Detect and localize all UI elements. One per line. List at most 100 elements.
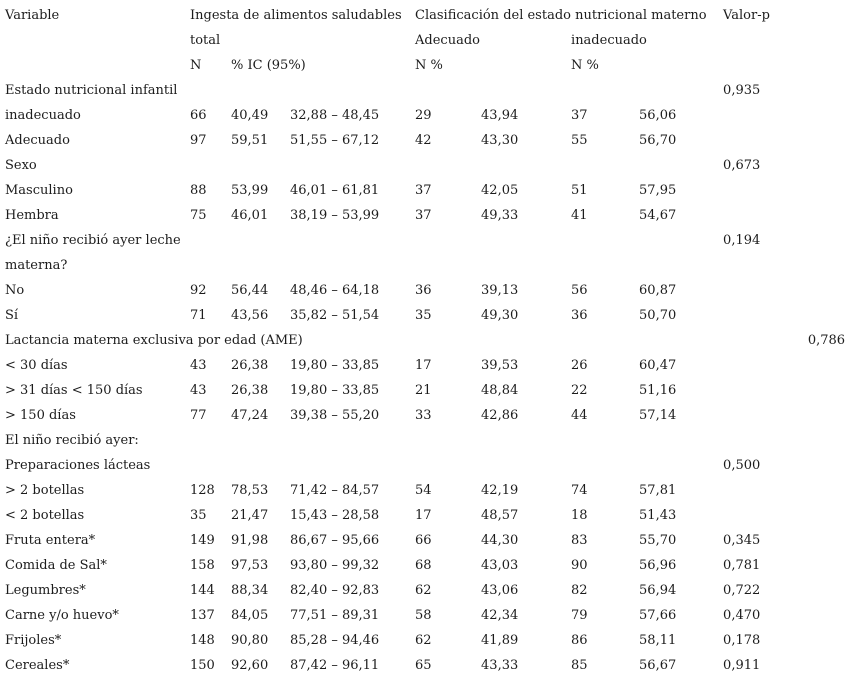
cell-pct-adequate: 43,33 — [481, 658, 519, 673]
cell-pct-adequate: 42,05 — [481, 183, 519, 198]
table-header: Variable Ingesta de alimentos saludables… — [0, 3, 849, 78]
header-subgroup-adequate: Adecuado — [415, 33, 480, 48]
cell-p-value — [717, 403, 849, 428]
header-group-maternal-status: Clasificación del estado nutricional mat… — [415, 8, 707, 23]
cell-n-adequate: 17 — [415, 508, 432, 523]
table-row: Hembra 75 46,01 38,19 – 53,99 37 49,33 41 54,67 — [0, 203, 849, 228]
cell-n-adequate: 58 — [415, 608, 432, 623]
cell-p-value: 0,786 — [807, 333, 846, 348]
cell-n-adequate: 35 — [415, 308, 432, 323]
cell-n-total: 144 — [190, 583, 215, 598]
cell-n-total: 71 — [190, 308, 207, 323]
cell-p-value: 0,178 — [723, 633, 761, 648]
cell-n-total: 97 — [190, 133, 207, 148]
header-spacer — [0, 28, 185, 53]
header-col-pct-ci: % IC (95%) — [231, 58, 306, 73]
table-row: Lactancia materna exclusiva por edad (AM… — [0, 328, 849, 353]
cell-n-adequate — [410, 78, 475, 103]
cell-n-inadequate — [563, 428, 630, 453]
cell-variable: Preparaciones lácteas — [5, 458, 151, 473]
cell-ci-95: 46,01 – 61,81 — [290, 183, 380, 198]
cell-n-total — [185, 228, 227, 278]
cell-pct-total: 56,44 — [231, 283, 269, 298]
cell-variable: Estado nutricional infantil — [5, 83, 178, 98]
header-col-n-pct-adequate: N % — [415, 58, 443, 73]
cell-p-value — [717, 128, 849, 153]
cell-ci-95: 19,80 – 33,85 — [290, 358, 380, 373]
cell-n-inadequate: 44 — [571, 408, 588, 423]
cell-p-value: 0,722 — [723, 583, 761, 598]
cell-n-inadequate: 36 — [571, 308, 588, 323]
cell-ci-95: 71,42 – 84,57 — [290, 483, 380, 498]
cell-n-adequate: 65 — [415, 658, 432, 673]
table-row: Comida de Sal* 158 97,53 93,80 – 99,32 68 43,… — [0, 553, 849, 578]
cell-variable: Sí — [5, 308, 19, 323]
cell-ci-95: 82,40 – 92,83 — [290, 583, 380, 598]
cell-n-inadequate — [563, 78, 630, 103]
cell-pct-adequate — [475, 78, 563, 103]
cell-n-total: 148 — [190, 633, 215, 648]
cell-n-adequate: 54 — [415, 483, 432, 498]
cell-variable: Comida de Sal* — [5, 558, 107, 573]
cell-p-value — [717, 203, 849, 228]
cell-pct-total: 40,49 — [231, 108, 269, 123]
cell-n-inadequate: 37 — [571, 108, 588, 123]
cell-pct-adequate: 39,53 — [481, 358, 519, 373]
cell-n-adequate — [410, 453, 475, 478]
cell-variable: Sexo — [5, 158, 37, 173]
cell-pct-inadequate: 55,70 — [639, 533, 677, 548]
cell-n-total — [185, 428, 227, 453]
header-variable: Variable — [5, 8, 60, 23]
cell-pct-inadequate: 56,70 — [639, 133, 677, 148]
cell-p-value: 0,935 — [723, 83, 761, 98]
cell-pct-inadequate: 57,66 — [639, 608, 677, 623]
cell-variable: Frijoles* — [5, 633, 62, 648]
table-row: Cereales* 150 92,60 87,42 – 96,11 65 43,33 85 5… — [0, 653, 849, 678]
cell-pct-inadequate: 56,67 — [639, 658, 677, 673]
table-row: El niño recibió ayer: — [0, 428, 849, 453]
cell-pct-adequate: 42,34 — [481, 608, 519, 623]
cell-n-inadequate: 18 — [571, 508, 588, 523]
cell-pct-adequate: 39,13 — [481, 283, 519, 298]
cell-pct-inadequate: 58,11 — [639, 633, 677, 648]
cell-pct-inadequate: 57,81 — [639, 483, 677, 498]
cell-pct-total: 53,99 — [231, 183, 269, 198]
header-col-n: N — [190, 58, 202, 73]
cell-pct-total: 92,60 — [231, 658, 269, 673]
cell-pct-adequate: 43,03 — [481, 558, 519, 573]
table-row: Preparaciones lácteas 0,500 — [0, 453, 849, 478]
cell-pct-inadequate — [630, 453, 717, 478]
cell-variable: < 30 días — [5, 358, 68, 373]
cell-n-adequate: 21 — [415, 383, 432, 398]
cell-variable: Adecuado — [5, 133, 70, 148]
cell-pct-total: 21,47 — [231, 508, 269, 523]
cell-p-value — [717, 478, 849, 503]
cell-n-inadequate: 90 — [571, 558, 588, 573]
cell-pct-total: 78,53 — [231, 483, 269, 498]
cell-pct-inadequate: 51,16 — [639, 383, 677, 398]
cell-pct-total: 26,38 — [231, 383, 269, 398]
header-spacer — [717, 28, 849, 53]
cell-variable: > 150 días — [5, 408, 76, 423]
cell-ci-95: 51,55 – 67,12 — [290, 133, 380, 148]
cell-n-total: 158 — [190, 558, 215, 573]
cell-variable: > 2 botellas — [5, 483, 85, 498]
cell-n-total: 35 — [190, 508, 207, 523]
cell-n-inadequate: 83 — [571, 533, 588, 548]
cell-p-value — [717, 428, 849, 453]
cell-pct-adequate — [475, 228, 563, 278]
cell-n-inadequate: 55 — [571, 133, 588, 148]
table-body: Estado nutricional infantil 0,935 inadecua… — [0, 78, 849, 678]
header-subgroup-inadequate: inadecuado — [571, 33, 647, 48]
table-row: Estado nutricional infantil 0,935 — [0, 78, 849, 103]
cell-ci-95: 77,51 – 89,31 — [290, 608, 380, 623]
cell-variable: Masculino — [5, 183, 73, 198]
cell-n-total: 43 — [190, 383, 207, 398]
cell-pct-adequate: 41,89 — [481, 633, 519, 648]
table-row: Fruta entera* 149 91,98 86,67 – 95,66 66 44,3… — [0, 528, 849, 553]
cell-p-value — [717, 303, 849, 328]
cell-n-adequate: 37 — [415, 208, 432, 223]
table-row: Sí 71 43,56 35,82 – 51,54 35 49,30 36 50,70 — [0, 303, 849, 328]
cell-pct-total: 97,53 — [231, 558, 269, 573]
cell-pct-inadequate — [630, 153, 717, 178]
